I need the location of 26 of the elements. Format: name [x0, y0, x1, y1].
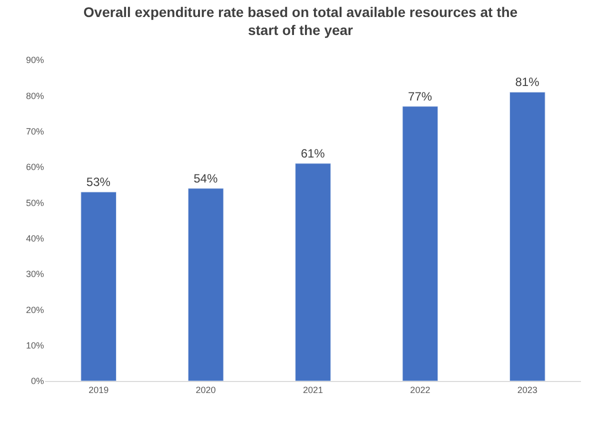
data-label: 61%	[300, 146, 326, 160]
bar	[80, 192, 117, 381]
x-tick-label: 2022	[410, 384, 430, 395]
chart-title: Overall expenditure rate based on total available resources at the start of the year	[83, 4, 518, 38]
x-tick-label: 2020	[196, 384, 216, 395]
bar	[509, 92, 546, 381]
y-tick-label: 50%	[26, 198, 44, 208]
y-tick-label: 90%	[26, 55, 44, 66]
bar	[188, 188, 224, 381]
x-tick-label: 2019	[88, 384, 109, 395]
data-label: 77%	[408, 89, 432, 104]
y-tick-label: 70%	[26, 126, 44, 136]
y-tick-label: 0%	[30, 376, 44, 386]
bar	[402, 106, 438, 381]
y-tick-label: 30%	[26, 269, 44, 280]
y-tick-label: 40%	[26, 233, 44, 244]
data-label: 54%	[194, 171, 218, 186]
data-label: 81%	[515, 75, 540, 90]
bar	[295, 163, 331, 381]
data-label: 53%	[86, 174, 111, 189]
y-tick-label: 10%	[26, 340, 44, 350]
y-tick-label: 20%	[26, 304, 44, 315]
x-tick-label: 2023	[517, 384, 538, 395]
y-tick-label: 80%	[26, 90, 44, 101]
x-tick-label: 2021	[302, 384, 324, 395]
y-tick-label: 60%	[26, 162, 44, 172]
